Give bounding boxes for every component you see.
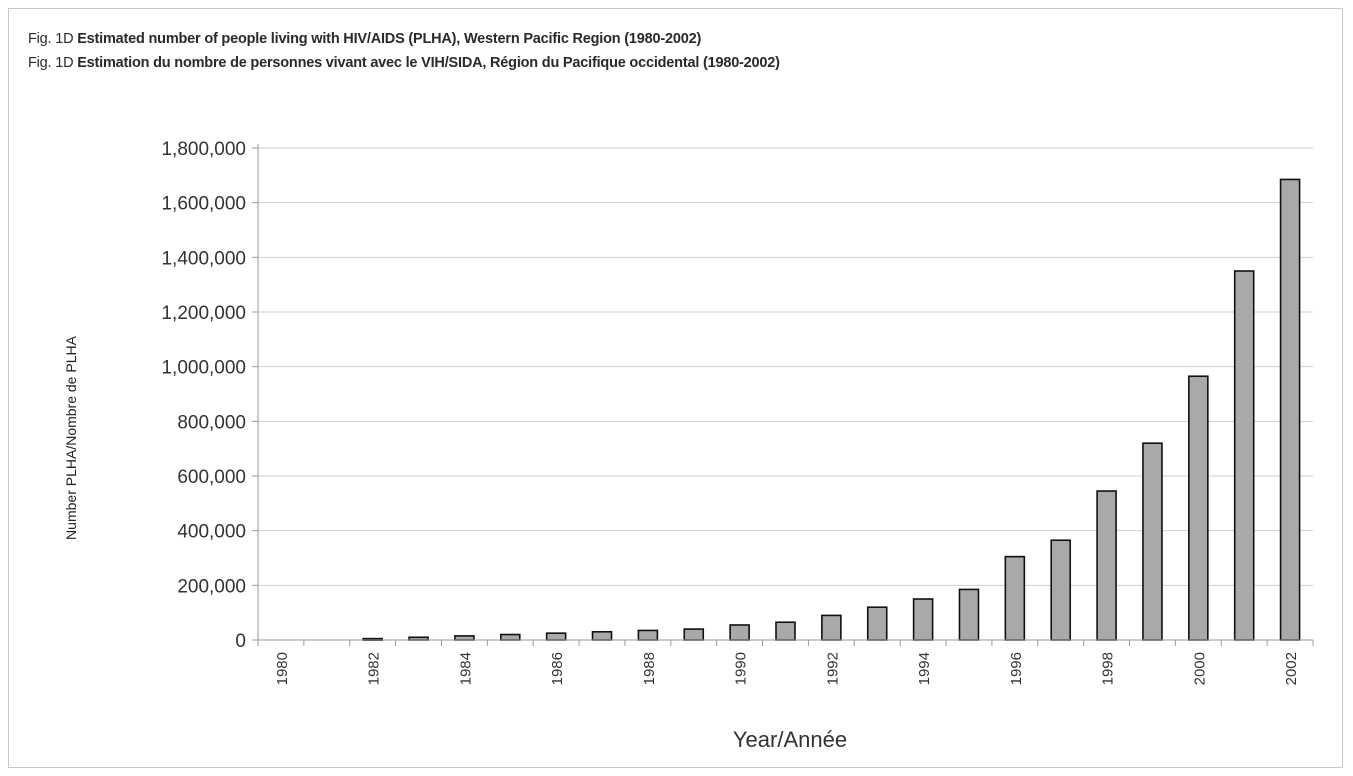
x-axis-title: Year/Année: [733, 727, 847, 752]
x-tick-label: 1998: [1100, 652, 1117, 685]
x-tick-label: 1986: [549, 652, 566, 685]
x-tick-labels: 1980 1982 1984 1986 1988 1990 1992 1994 1996 1998…: [274, 652, 1300, 685]
title-english-prefix: Fig. 1D: [28, 31, 74, 47]
bar-1997: [1050, 539, 1072, 641]
x-tick-label: 2002: [1283, 652, 1300, 685]
x-tick-label: 2000: [1191, 652, 1208, 685]
bar-2002: [1279, 178, 1301, 641]
bar-1984: [454, 635, 475, 641]
bar-1991: [775, 621, 796, 641]
bars: [362, 178, 1301, 641]
y-tick-label: 1,600,000: [161, 194, 246, 215]
bar-1985: [499, 633, 521, 641]
bar-1987: [591, 630, 613, 641]
x-tick-label: 1992: [824, 652, 841, 685]
bar-1989: [683, 628, 705, 641]
bar-1990: [729, 624, 750, 641]
x-tick-label: 1990: [733, 652, 750, 685]
bar-1992: [821, 614, 842, 641]
y-tick-label: 800,000: [177, 412, 246, 433]
y-tick-label: 400,000: [177, 522, 246, 543]
title-french-prefix: Fig. 1D: [28, 55, 74, 71]
x-tick-label: 1988: [641, 652, 658, 685]
title-french-text: Estimation du nombre de personnes vivant…: [77, 55, 780, 71]
x-tick-label: 1982: [366, 652, 383, 685]
y-tick-label: 1,000,000: [161, 358, 246, 379]
bar-1988: [637, 629, 659, 641]
title-english: Fig. 1D Estimated number of people livin…: [28, 27, 1328, 51]
y-tick-label: 1,200,000: [161, 303, 246, 324]
x-tick-label: 1984: [457, 652, 474, 685]
x-tick-label: 1980: [274, 652, 291, 685]
bar-2001: [1233, 270, 1255, 641]
title-french: Fig. 1D Estimation du nombre de personne…: [28, 51, 1328, 75]
y-tick-label: 600,000: [177, 467, 246, 488]
y-axis-title: Number PLHA/Nombre de PLHA: [63, 335, 79, 540]
figure-frame: [8, 8, 1343, 768]
bar-1995: [958, 588, 980, 641]
bar-1986: [545, 632, 567, 641]
bar-1996: [1004, 555, 1026, 641]
x-tick-label: 1996: [1008, 652, 1025, 685]
y-tick-label: 1,800,000: [161, 139, 246, 160]
title-english-text: Estimated number of people living with H…: [77, 31, 702, 47]
bar-1999: [1142, 442, 1163, 641]
axes: [252, 144, 1314, 646]
y-tick-label: 0: [235, 631, 246, 652]
y-tick-labels: 0 200,000 400,000 600,000 800,000 1,000,000 1,…: [161, 139, 246, 652]
bar-1994: [912, 598, 934, 641]
bar-1998: [1096, 490, 1117, 641]
bar-2000: [1188, 375, 1209, 641]
bar-1993: [866, 606, 888, 641]
y-tick-label: 200,000: [177, 576, 246, 597]
y-tick-label: 1,400,000: [161, 248, 246, 269]
x-tick-label: 1994: [916, 652, 933, 685]
gridlines: [258, 147, 1313, 586]
figure-titles: Fig. 1D Estimated number of people livin…: [28, 27, 1328, 75]
